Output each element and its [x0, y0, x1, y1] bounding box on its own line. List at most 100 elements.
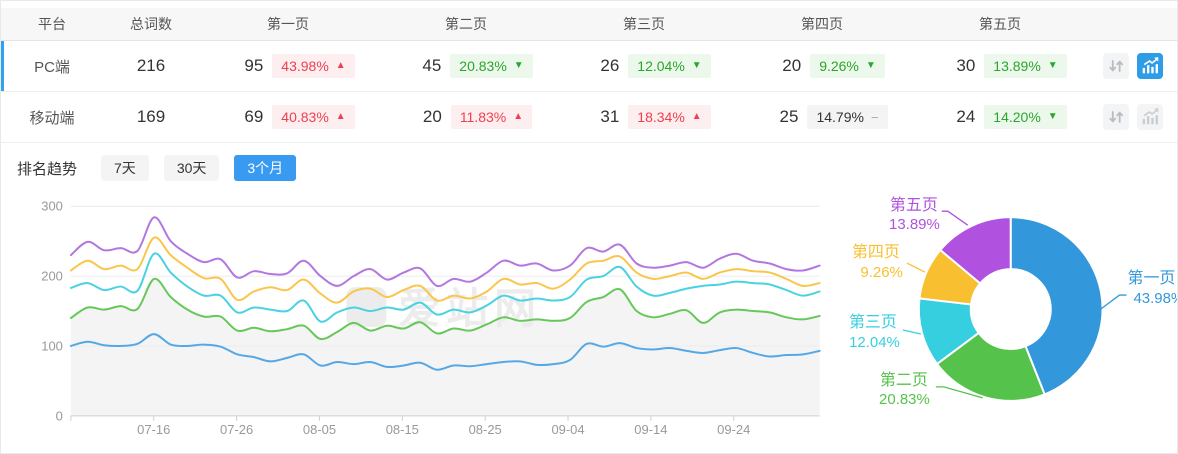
- sort-button[interactable]: [1103, 104, 1129, 130]
- x-axis-label: 09-14: [634, 422, 667, 437]
- trend-badge: 20.83% ▼: [450, 54, 533, 78]
- trend-badge: 40.83% ▲: [272, 105, 355, 129]
- total-words-value: 169: [136, 107, 166, 126]
- sort-button[interactable]: [1103, 53, 1129, 79]
- slice-label-name: 第四页: [852, 243, 900, 261]
- trend-percent: 18.34%: [637, 109, 685, 125]
- arrow-down-icon: ▼: [865, 60, 876, 71]
- table-body: PC端 216 95 43.98% ▲ 45 20.83% ▼ 26 12.04% ▼ 20 9.26%…: [1, 41, 1177, 143]
- label-leader-line: [941, 210, 968, 226]
- period-tabs: 7天 30天 3个月: [101, 155, 297, 181]
- donut-slice-第一页: [1009, 216, 1104, 396]
- x-axis-label: 07-26: [220, 422, 253, 437]
- platform-label: 移动端: [29, 109, 75, 127]
- page-3-cell: 26 12.04% ▼: [555, 54, 733, 78]
- col-header-page-label: 第五页: [979, 16, 1021, 32]
- tab-period-2[interactable]: 30天: [163, 155, 220, 181]
- tab-period-3[interactable]: 3个月: [234, 155, 297, 181]
- slice-label-name: 第一页: [1127, 269, 1175, 287]
- arrow-up-icon: ▲: [513, 111, 524, 122]
- col-header-page-3: 第三页: [555, 14, 733, 34]
- slice-label-percent: 9.26%: [860, 264, 902, 281]
- trend-badge: 18.34% ▲: [628, 105, 711, 129]
- table-header-row: 平台 总词数 第一页 第二页 第三页 第四页 第五页: [1, 8, 1177, 41]
- slice-label-name: 第二页: [880, 371, 928, 389]
- page-3-cell: 31 18.34% ▲: [555, 105, 733, 129]
- total-words-value: 216: [136, 56, 166, 75]
- trend-percent: 20.83%: [459, 58, 507, 74]
- label-leader-line: [906, 262, 925, 273]
- slice-label-percent: 13.89%: [889, 216, 940, 233]
- x-axis-label: 09-24: [717, 422, 750, 437]
- x-axis-label: 08-05: [303, 422, 336, 437]
- row-actions: [1089, 53, 1177, 79]
- arrow-up-icon: ▲: [691, 111, 702, 122]
- area-fill-第二页: [70, 278, 820, 416]
- trend-percent: 13.89%: [993, 58, 1041, 74]
- x-axis-label: 08-15: [386, 422, 419, 437]
- x-axis-label: 08-25: [469, 422, 502, 437]
- dash-icon: −: [870, 109, 879, 125]
- trend-badge: 43.98% ▲: [272, 54, 355, 78]
- page-5-cell: 24 14.20% ▼: [911, 105, 1089, 129]
- y-axis-label: 100: [41, 338, 63, 353]
- row-actions: [1089, 104, 1177, 130]
- col-header-page-1: 第一页: [199, 14, 377, 34]
- platform-label: PC端: [34, 58, 70, 76]
- page-count: 45: [422, 56, 442, 75]
- arrow-down-icon: ▼: [1047, 60, 1058, 71]
- arrow-down-icon: ▼: [691, 60, 702, 71]
- line-series-第三页: [69, 252, 821, 323]
- col-header-page-label: 第三页: [623, 16, 665, 32]
- trend-badge: 14.20% ▼: [984, 105, 1067, 129]
- page-count: 31: [600, 107, 620, 126]
- trend-percent: 12.04%: [637, 58, 685, 74]
- page-count: 69: [244, 107, 264, 126]
- slice-label-name: 第五页: [889, 196, 937, 214]
- show-chart-button[interactable]: [1137, 104, 1163, 130]
- trend-percent: 14.79%: [816, 109, 864, 125]
- trend-percent: 40.83%: [281, 109, 329, 125]
- y-axis-label: 300: [41, 199, 63, 214]
- arrow-down-icon: ▼: [1047, 111, 1058, 122]
- col-header-page-label: 第二页: [445, 16, 487, 32]
- watermark-text: 爱站网: [398, 285, 542, 332]
- page-count: 30: [956, 56, 976, 75]
- arrow-up-icon: ▲: [335, 60, 346, 71]
- line-series-第四页: [69, 236, 821, 304]
- page-1-cell: 95 43.98% ▲: [199, 54, 377, 78]
- trend-chart-icon: [1142, 108, 1159, 125]
- line-series-第二页: [69, 277, 821, 341]
- y-axis-label: 200: [41, 269, 63, 284]
- slice-label-percent: 43.98%: [1133, 290, 1177, 307]
- x-axis-label: 09-04: [551, 422, 584, 437]
- arrow-down-icon: ▼: [513, 60, 524, 71]
- page-count: 25: [779, 107, 799, 126]
- table-row-mobile[interactable]: 移动端 169 69 40.83% ▲ 20 11.83% ▲ 31 18.34% ▲ 25 14.79…: [1, 92, 1177, 143]
- trend-badge: 14.79% −: [807, 105, 888, 129]
- y-axis-label: 0: [56, 408, 63, 423]
- slice-label-percent: 20.83%: [879, 391, 930, 408]
- trend-percent: 9.26%: [819, 58, 859, 74]
- page-4-cell: 20 9.26% ▼: [733, 54, 911, 78]
- page-5-cell: 30 13.89% ▼: [911, 54, 1089, 78]
- trend-chart-icon: [1142, 57, 1159, 74]
- show-chart-button[interactable]: [1137, 53, 1163, 79]
- label-leader-line: [902, 329, 921, 335]
- label-leader-line: [935, 386, 983, 399]
- label-leader-line: [1094, 294, 1127, 314]
- charts-area: 0 100 200 300 爱站网 07-16 07-26 08-05 08-15 08-25 09…: [1, 193, 1177, 453]
- trend-percent: 14.20%: [993, 109, 1041, 125]
- slice-label-percent: 12.04%: [849, 334, 900, 351]
- sort-updown-icon: [1109, 111, 1124, 123]
- col-header-platform: 平台: [38, 16, 66, 32]
- table-row-pc[interactable]: PC端 216 95 43.98% ▲ 45 20.83% ▼ 26 12.04% ▼ 20 9.26%…: [1, 41, 1177, 92]
- page-count: 20: [422, 107, 442, 126]
- trend-section-bar: 排名趋势 7天 30天 3个月: [1, 143, 1177, 193]
- slice-label-name: 第三页: [849, 313, 897, 331]
- sort-updown-icon: [1109, 60, 1124, 72]
- page-2-cell: 20 11.83% ▲: [377, 105, 555, 129]
- tab-period-1[interactable]: 7天: [101, 155, 149, 181]
- donut-slice-第五页: [938, 216, 1012, 285]
